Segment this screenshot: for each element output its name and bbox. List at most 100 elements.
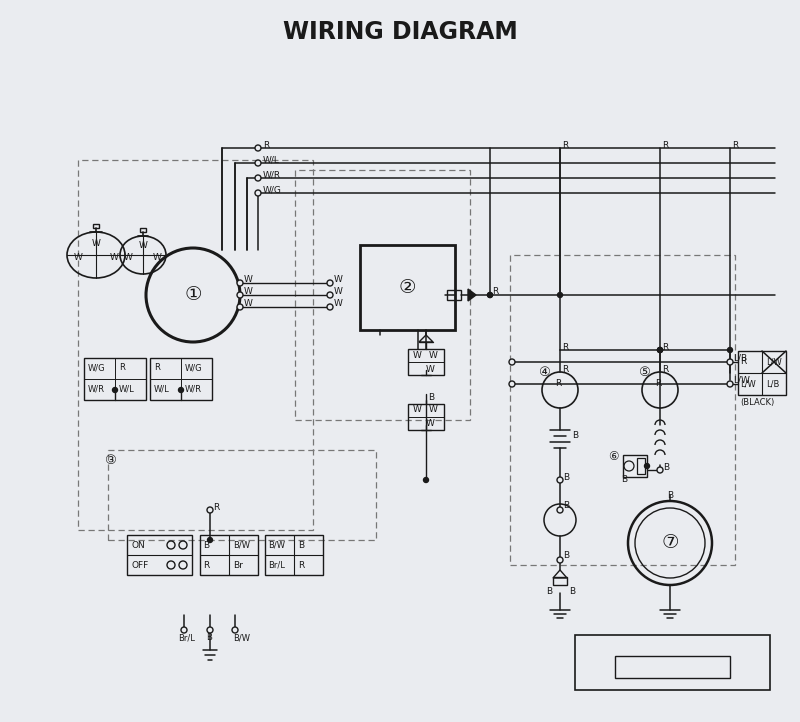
Circle shape [167, 541, 175, 549]
Circle shape [727, 347, 733, 352]
Text: ⑦: ⑦ [662, 534, 678, 552]
Bar [93, 224, 99, 228]
Text: R: R [298, 560, 304, 570]
Text: R: R [555, 380, 561, 388]
Text: B: B [663, 463, 669, 471]
Text: Br: Br [233, 560, 243, 570]
Text: W: W [153, 253, 162, 263]
Circle shape [255, 160, 261, 166]
Text: R: R [562, 365, 568, 375]
Bar [127, 535, 192, 575]
Text: W: W [244, 287, 253, 297]
Circle shape [558, 292, 562, 297]
Text: W/R: W/R [88, 385, 105, 393]
Text: R: R [213, 503, 219, 511]
Circle shape [167, 561, 175, 569]
Text: R: R [119, 363, 125, 373]
Text: W: W [426, 365, 435, 373]
Text: ②: ② [398, 278, 416, 297]
Circle shape [237, 292, 243, 298]
Circle shape [327, 292, 333, 298]
Circle shape [179, 541, 187, 549]
Bar [447, 290, 461, 300]
Circle shape [207, 627, 213, 633]
Text: Br/L: Br/L [178, 633, 195, 643]
Bar [150, 358, 212, 400]
Circle shape [255, 190, 261, 196]
Text: W: W [413, 406, 422, 414]
Text: B: B [621, 476, 627, 484]
Text: L/W: L/W [740, 380, 756, 388]
Bar [408, 404, 444, 430]
Text: B: B [563, 472, 569, 482]
Bar [738, 351, 786, 395]
Circle shape [658, 347, 662, 352]
Bar [575, 635, 770, 690]
Circle shape [658, 347, 662, 352]
Circle shape [181, 627, 187, 633]
Circle shape [557, 507, 563, 513]
Text: W: W [138, 240, 147, 250]
Text: W: W [334, 300, 343, 308]
Text: R: R [662, 344, 668, 352]
Text: W/L: W/L [263, 155, 280, 165]
Circle shape [207, 507, 213, 513]
Polygon shape [468, 289, 476, 301]
Circle shape [237, 304, 243, 310]
Text: W/G: W/G [263, 186, 282, 194]
Text: WIRING DIAGRAM: WIRING DIAGRAM [282, 20, 518, 44]
Text: W/R: W/R [263, 170, 281, 180]
Text: R: R [662, 365, 668, 375]
Text: R: R [154, 363, 160, 373]
Circle shape [727, 359, 733, 365]
Text: L/B: L/B [766, 380, 779, 388]
Bar [78, 160, 313, 530]
Text: R: R [562, 141, 568, 149]
Bar [84, 358, 146, 400]
Circle shape [255, 145, 261, 151]
Text: W: W [334, 287, 343, 297]
Text: B: B [206, 633, 212, 643]
Text: W: W [429, 406, 438, 414]
Text: B: B [428, 393, 434, 401]
Bar [265, 535, 323, 575]
Text: W: W [123, 253, 133, 263]
Text: W/L: W/L [154, 385, 170, 393]
Circle shape [207, 537, 213, 542]
Circle shape [509, 381, 515, 387]
Circle shape [327, 280, 333, 286]
Circle shape [232, 627, 238, 633]
Text: OFF: OFF [132, 560, 150, 570]
Bar [615, 656, 730, 678]
Text: R: R [655, 380, 661, 388]
Text: B: B [563, 552, 569, 560]
Circle shape [487, 292, 493, 297]
Text: W: W [429, 350, 438, 360]
Text: B/W: B/W [268, 541, 285, 549]
Bar [553, 577, 567, 585]
Text: W: W [426, 419, 435, 428]
Circle shape [487, 292, 493, 297]
Bar [510, 255, 735, 565]
Bar [200, 535, 258, 575]
Circle shape [727, 381, 733, 387]
Text: (BLACK): (BLACK) [740, 399, 774, 407]
Text: W: W [91, 240, 101, 248]
Text: B: B [563, 502, 569, 510]
Text: L/W: L/W [733, 375, 750, 385]
Text: L/W: L/W [766, 357, 782, 367]
Text: B: B [667, 490, 673, 500]
Bar [360, 245, 455, 330]
Text: W/G: W/G [185, 363, 202, 373]
Text: R: R [263, 141, 270, 149]
Circle shape [179, 561, 187, 569]
Text: R: R [740, 357, 746, 367]
Text: B: B [203, 541, 209, 549]
Text: B: B [546, 586, 552, 596]
Circle shape [557, 557, 563, 563]
Text: R: R [203, 560, 210, 570]
Text: W/R: W/R [185, 385, 202, 393]
Circle shape [255, 175, 261, 181]
Bar [295, 170, 470, 420]
Text: ①: ① [184, 285, 202, 305]
